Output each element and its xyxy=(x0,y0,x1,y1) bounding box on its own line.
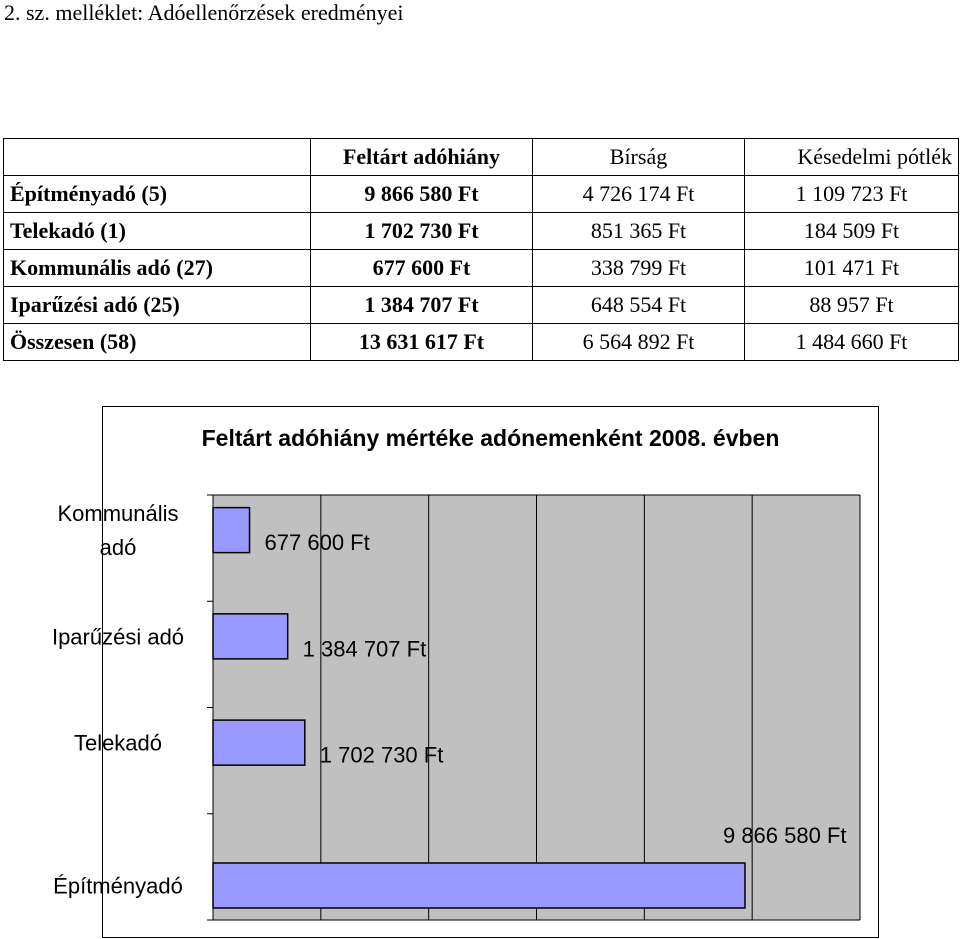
value-label: 1 702 730 Ft xyxy=(320,743,444,768)
page-heading: 2. sz. melléklet: Adóellenőrzések eredmé… xyxy=(4,0,404,25)
results-table: Feltárt adóhiány Bírság Késedelmi pótlék… xyxy=(3,138,959,361)
header-cell-empty xyxy=(3,138,311,176)
cell-adohiany: 13 631 617 Ft xyxy=(310,323,533,361)
bar xyxy=(212,613,289,660)
header-cell-adohiany: Feltárt adóhiány xyxy=(310,138,533,176)
cell-kesedelmi: 1 484 660 Ft xyxy=(744,323,959,361)
value-label: 677 600 Ft xyxy=(265,530,370,555)
table-row: Iparűzési adó (25) 1 384 707 Ft 648 554 … xyxy=(3,286,959,324)
header-cell-birsag: Bírság xyxy=(532,138,745,176)
cell-adohiany: 1 384 707 Ft xyxy=(310,286,533,324)
cell-adohiany: 9 866 580 Ft xyxy=(310,175,533,213)
cell-kesedelmi: 1 109 723 Ft xyxy=(744,175,959,213)
row-label: Iparűzési adó (25) xyxy=(3,286,311,324)
table-row: Telekadó (1) 1 702 730 Ft 851 365 Ft 184… xyxy=(3,212,959,250)
cell-kesedelmi: 184 509 Ft xyxy=(744,212,959,250)
bar xyxy=(212,862,746,909)
category-label: adó xyxy=(100,535,137,560)
bar xyxy=(212,506,251,554)
category-label: Kommunális xyxy=(57,501,178,526)
value-label: 1 384 707 Ft xyxy=(303,636,427,661)
cell-birsag: 6 564 892 Ft xyxy=(532,323,745,361)
value-label: 9 866 580 Ft xyxy=(723,823,847,848)
table-row: Kommunális adó (27) 677 600 Ft 338 799 F… xyxy=(3,249,959,287)
row-label: Összesen (58) xyxy=(3,323,311,361)
cell-birsag: 851 365 Ft xyxy=(532,212,745,250)
chart-title: Feltárt adóhiány mértéke adónemenként 20… xyxy=(201,425,780,451)
category-label: Építményadó xyxy=(53,874,183,899)
cell-kesedelmi: 88 957 Ft xyxy=(744,286,959,324)
cell-adohiany: 1 702 730 Ft xyxy=(310,212,533,250)
category-label: Telekadó xyxy=(74,731,162,756)
bar xyxy=(212,719,306,766)
category-label: Iparűzési adó xyxy=(52,624,184,649)
table-total-row: Összesen (58) 13 631 617 Ft 6 564 892 Ft… xyxy=(3,323,959,361)
